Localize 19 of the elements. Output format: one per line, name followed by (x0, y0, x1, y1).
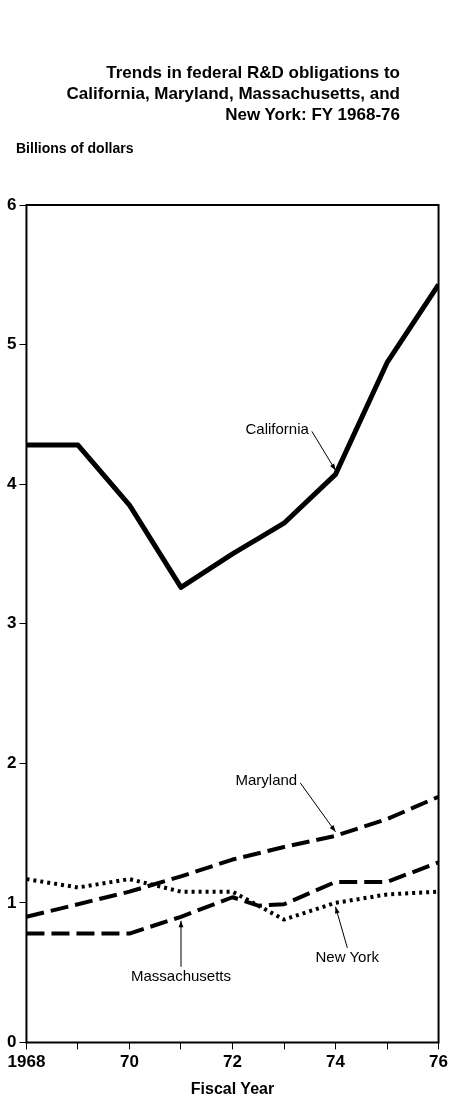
y-tick-label: 5 (6, 334, 17, 354)
x-tick-label: 72 (223, 1052, 242, 1072)
y-tick-label: 2 (6, 752, 17, 772)
text: Maryland (235, 770, 298, 788)
text: California (245, 419, 310, 437)
x-tick-label: 70 (120, 1052, 139, 1072)
x-tick-label: 1968 (7, 1052, 46, 1072)
chart-title: Trends in federal R&D obligations to California, Maryland, Massachusetts, and New York: FY 1968-76 (65, 62, 400, 125)
x-tick-label: 76 (429, 1052, 449, 1072)
x-tick-label: 74 (326, 1052, 346, 1072)
x-axis-title: Fiscal Year (190, 1079, 275, 1097)
y-tick-label: 0 (6, 1032, 17, 1052)
y-tick-label: 6 (6, 194, 17, 214)
y-tick-label: 4 (6, 473, 17, 493)
y-axis-title: Billions of dollars (16, 140, 134, 156)
y-tick-label: 3 (6, 613, 17, 633)
text: Massachusetts (130, 966, 232, 984)
y-tick-label: 1 (6, 892, 17, 912)
text: New York (315, 947, 380, 965)
